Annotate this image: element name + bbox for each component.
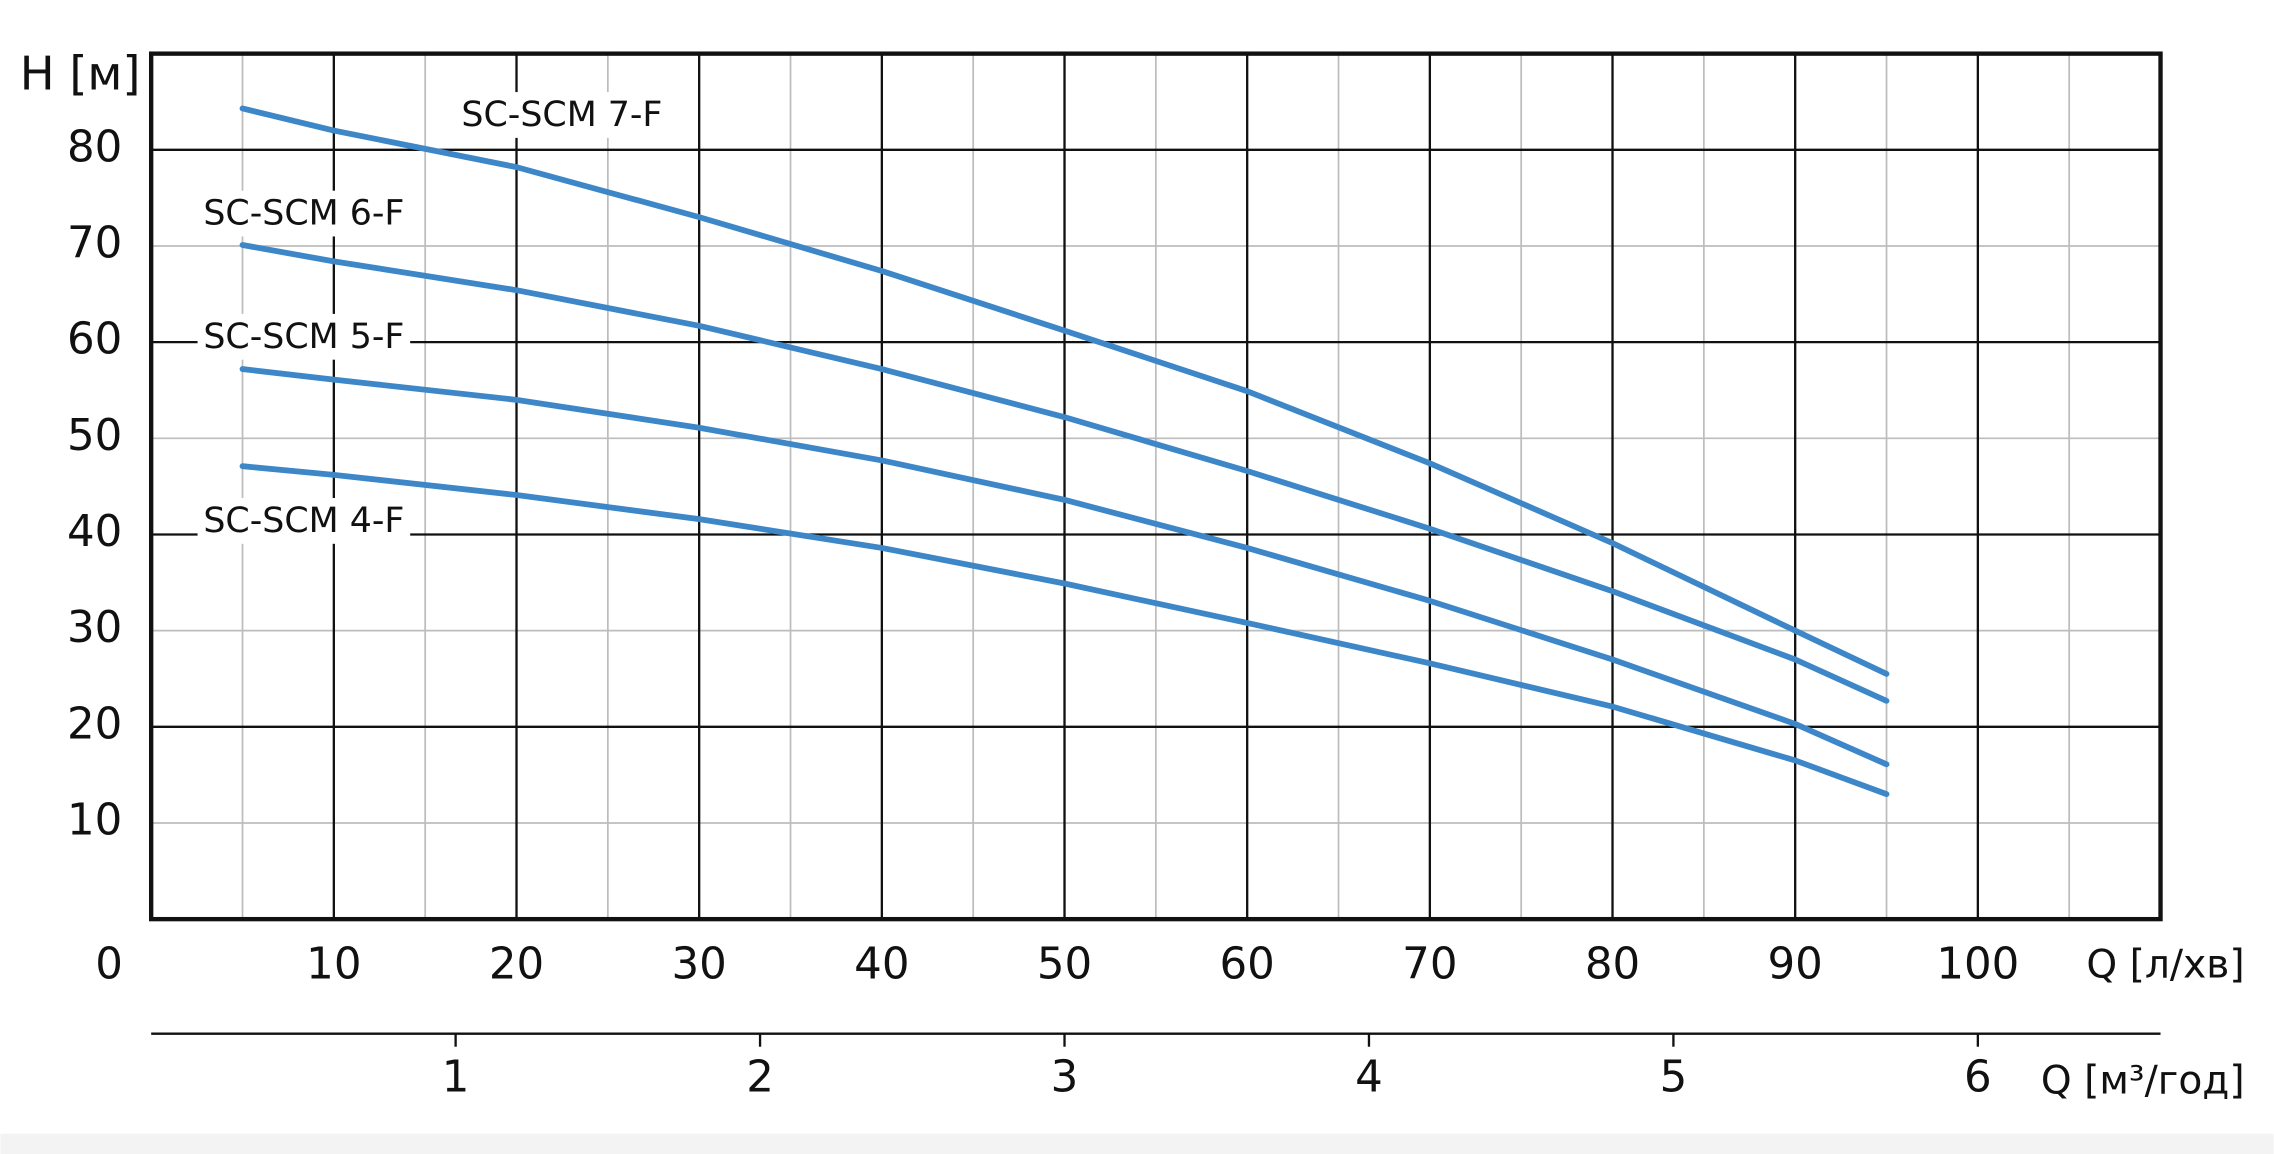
x2-tick-label: 6 — [1964, 1053, 1992, 1103]
y-axis-label: H [м] — [20, 46, 141, 100]
y-tick-label: 30 — [67, 603, 122, 653]
x-tick-label: 90 — [1768, 939, 1823, 989]
x-tick-label: 0 — [95, 939, 123, 989]
x-tick-label: 50 — [1037, 939, 1092, 989]
series-label: SC-SCM 7-F — [461, 95, 662, 135]
x2-tick-label: 4 — [1355, 1053, 1383, 1103]
series-label-bg — [455, 92, 669, 138]
x-tick-label: 70 — [1402, 939, 1457, 989]
y-tick-label: 40 — [67, 507, 122, 557]
x-tick-label: 80 — [1585, 939, 1640, 989]
series-label: SC-SCM 5-F — [203, 317, 404, 357]
x-tick-label: 60 — [1220, 939, 1275, 989]
x-tick-label: 30 — [672, 939, 727, 989]
y-tick-label: 60 — [67, 315, 122, 365]
y-tick-label: 20 — [67, 699, 122, 749]
y-tick-label: 10 — [67, 795, 122, 845]
series-label-bg — [197, 190, 411, 237]
x2-axis-label: Q [м³/год] — [2041, 1058, 2245, 1103]
x2-tick-label: 2 — [746, 1053, 774, 1103]
series-label-bg — [197, 313, 411, 360]
x-tick-label: 20 — [489, 939, 544, 989]
bottom-strip — [0, 1133, 2274, 1154]
series-line — [239, 242, 1890, 704]
y-tick-label: 50 — [67, 411, 122, 461]
x-tick-label: 100 — [1936, 939, 2019, 989]
x-axis-label: Q [л/хв] — [2086, 942, 2244, 987]
series-label-bg — [197, 498, 411, 544]
x2-tick-label: 3 — [1051, 1053, 1079, 1103]
x2-tick-label: 5 — [1660, 1053, 1688, 1103]
series-line — [239, 366, 1890, 768]
series-label: SC-SCM 6-F — [203, 194, 404, 234]
plot-frame — [148, 51, 2163, 922]
series-line — [239, 105, 1890, 677]
y-tick-label: 80 — [67, 122, 122, 172]
x-tick-label: 40 — [854, 939, 909, 989]
x2-tick-label: 1 — [442, 1053, 470, 1103]
y-tick-label: 70 — [67, 218, 122, 268]
series-line — [239, 463, 1890, 798]
series-label: SC-SCM 4-F — [203, 501, 404, 541]
x-tick-label: 10 — [306, 939, 361, 989]
